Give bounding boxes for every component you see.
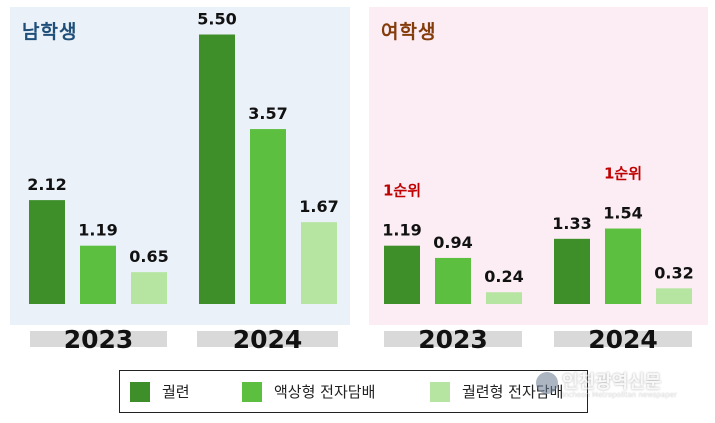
year-band <box>554 331 692 347</box>
bar <box>131 272 167 304</box>
bar <box>199 34 235 304</box>
data-label: 1.19 <box>78 221 117 240</box>
male-students-panel: 남학생 <box>10 7 350 325</box>
bar <box>605 228 641 304</box>
bar <box>384 245 420 304</box>
year-band <box>30 331 167 347</box>
data-label: 0.94 <box>433 233 472 252</box>
rank-annotation: 1순위 <box>383 182 421 200</box>
x-tick-label: 2024 <box>232 325 303 354</box>
legend-label: 궐련 <box>162 383 190 401</box>
data-label: 5.50 <box>197 10 236 29</box>
x-tick-label: 2023 <box>63 325 134 354</box>
watermark-title: 인천광역신문 <box>562 372 662 393</box>
year-band <box>197 331 338 347</box>
data-label: 3.57 <box>248 104 287 123</box>
female-panel-title: 여학생 <box>381 21 437 43</box>
data-label: 1.67 <box>299 197 338 216</box>
legend-swatch <box>430 382 450 402</box>
watermark: 인천광역신문 Incheon Metropolitan newspaper <box>536 366 706 406</box>
bar <box>250 129 286 304</box>
bar <box>301 222 337 304</box>
data-label: 0.24 <box>484 267 523 286</box>
legend-swatch <box>242 382 262 402</box>
bar <box>80 245 116 304</box>
data-label: 2.12 <box>27 175 66 194</box>
watermark-subtitle: Incheon Metropolitan newspaper <box>562 391 677 399</box>
x-tick-label: 2024 <box>588 325 658 354</box>
data-label: 0.65 <box>129 247 168 266</box>
data-label: 1.33 <box>552 214 591 233</box>
bar <box>435 257 471 304</box>
legend-label: 액상형 전자담배 <box>274 383 376 401</box>
x-tick-label: 2023 <box>418 325 488 354</box>
data-label: 1.19 <box>382 221 421 240</box>
rank-annotation: 1순위 <box>604 165 642 183</box>
female-students-panel: 여학생 <box>369 7 708 325</box>
newspaper-logo-icon <box>536 372 558 394</box>
legend: 궐련 액상형 전자담배 궐련형 전자담배 <box>119 370 588 413</box>
bar <box>554 238 590 304</box>
data-label: 1.54 <box>603 204 642 223</box>
legend-swatch <box>130 382 150 402</box>
bar <box>486 292 522 304</box>
bar <box>656 288 692 304</box>
bar <box>29 200 65 304</box>
male-panel-title: 남학생 <box>22 21 78 43</box>
year-band <box>384 331 522 347</box>
data-label: 0.32 <box>654 263 693 282</box>
